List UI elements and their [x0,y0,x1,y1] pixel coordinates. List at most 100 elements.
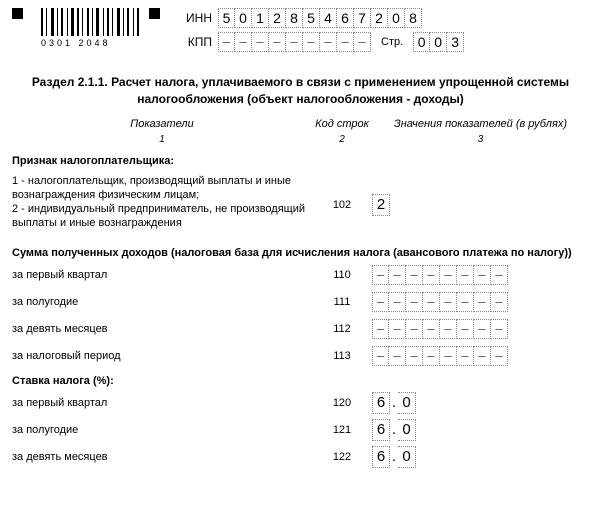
row-code: 102 [312,199,372,211]
row-code: 111 [312,296,372,308]
row-label: за полугодие [12,424,312,436]
value-cell: – [218,32,235,52]
value-cell: – [474,265,491,285]
marker-square-2 [149,8,160,19]
value-cell: – [474,292,491,312]
value-cell: – [389,319,406,339]
value-cell: – [423,319,440,339]
income-row: за налоговый период113–––––––– [12,345,589,367]
value-cell: – [457,292,474,312]
value-cell: 1 [252,8,269,28]
value-cell: – [440,346,457,366]
row-value: 6.0 [372,419,589,441]
col-num-2: 2 [312,134,372,145]
value-cell: – [474,319,491,339]
value-cell: – [491,346,508,366]
income-row: за первый квартал110–––––––– [12,264,589,286]
value-cell: – [457,346,474,366]
value-cell: – [457,265,474,285]
value-cell: 6 [372,446,390,468]
value-cell: – [406,265,423,285]
page-label: Стр. [381,36,403,48]
kpp-cells: ––––––––– [218,32,371,52]
value-cell: 7 [354,8,371,28]
row-code: 120 [312,397,372,409]
value-cell: 6 [337,8,354,28]
col-num-1: 1 [12,134,312,145]
value-cell: 0 [398,392,416,414]
row-value: 6.0 [372,392,589,414]
value-cell: 0 [413,32,430,52]
row-code: 110 [312,269,372,281]
decimal-dot: . [390,392,398,414]
row-label: за налоговый период [12,350,312,362]
value-cell: – [286,32,303,52]
row-value: –––––––– [372,319,589,339]
barcode-block: 0301 2048 [41,8,139,48]
value-cell: 5 [218,8,235,28]
value-cell: – [337,32,354,52]
value-cell: – [372,346,389,366]
row-label: за полугодие [12,296,312,308]
row-code: 113 [312,350,372,362]
header-block: 0301 2048 ИНН 501285467208 КПП –––––––––… [12,8,589,56]
section-title: Раздел 2.1.1. Расчет налога, уплачиваемо… [20,74,581,108]
column-numbers: 1 2 3 [12,134,589,145]
taxpayer-sign-title: Признак налогоплательщика: [12,155,589,167]
column-headers: Показатели Код строк Значения показателе… [12,118,589,130]
value-cell: – [389,346,406,366]
taxpayer-sign-note: 1 - налогоплательщик, производящий выпла… [12,174,312,231]
income-row: за девять месяцев112–––––––– [12,318,589,340]
value-cell: – [406,292,423,312]
value-cell: – [423,292,440,312]
row-label: за девять месяцев [12,451,312,463]
col-num-3: 3 [372,134,589,145]
row-value: 6.0 [372,446,589,468]
col-header-2: Код строк [312,118,372,130]
row-label: за первый квартал [12,269,312,281]
value-cell: – [235,32,252,52]
row-label: за девять месяцев [12,323,312,335]
income-title: Сумма полученных доходов (налоговая база… [12,247,589,259]
row-code: 112 [312,323,372,335]
value-cell: – [372,292,389,312]
page-cells: 003 [413,32,464,52]
value-cell: – [372,319,389,339]
value-cell: 0 [235,8,252,28]
value-cell: 8 [405,8,422,28]
value-cell: – [491,265,508,285]
decimal-dot: . [390,446,398,468]
rate-row: за полугодие1216.0 [12,419,589,441]
barcode-text: 0301 2048 [41,38,111,48]
marker-square [12,8,23,19]
row-value: –––––––– [372,346,589,366]
row-code: 121 [312,424,372,436]
value-cell: – [354,32,371,52]
value-cell: – [372,265,389,285]
value-cell: – [440,292,457,312]
rate-row: за первый квартал1206.0 [12,392,589,414]
row-value: 2 [372,194,589,216]
value-cell: 0 [398,446,416,468]
value-cell: 6 [372,419,390,441]
inn-cells: 501285467208 [218,8,422,28]
value-cell: – [491,292,508,312]
rate-title: Ставка налога (%): [12,375,589,387]
col-header-1: Показатели [12,118,312,130]
value-cell: – [423,265,440,285]
value-cell: 0 [398,419,416,441]
inn-label: ИНН [178,11,212,25]
value-cell: – [423,346,440,366]
value-cell: – [474,346,491,366]
value-cell: – [491,319,508,339]
rate-row: за девять месяцев1226.0 [12,446,589,468]
income-row: за полугодие111–––––––– [12,291,589,313]
barcode-icon [41,8,139,36]
value-cell: – [303,32,320,52]
value-cell: – [389,265,406,285]
value-cell: 5 [303,8,320,28]
value-cell: – [457,319,474,339]
value-cell: 2 [372,194,390,216]
value-cell: – [406,346,423,366]
value-cell: 3 [447,32,464,52]
